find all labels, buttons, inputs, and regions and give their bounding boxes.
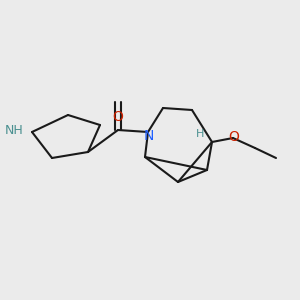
Text: O: O bbox=[229, 130, 239, 144]
Text: NH: NH bbox=[5, 124, 24, 136]
Text: H: H bbox=[196, 129, 204, 139]
Text: O: O bbox=[112, 110, 123, 124]
Text: N: N bbox=[144, 129, 154, 143]
